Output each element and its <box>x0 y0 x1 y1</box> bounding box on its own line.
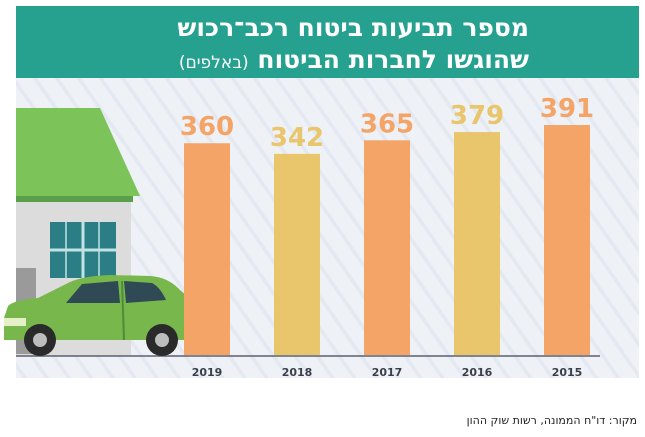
data-label-2017: 365 <box>360 109 414 139</box>
bar-2019 <box>184 143 230 355</box>
x-tick-2016: 2016 <box>462 366 493 379</box>
house-roof <box>16 108 140 196</box>
car-illustration <box>4 275 196 356</box>
x-tick-2018: 2018 <box>282 366 313 379</box>
data-label-2016: 379 <box>450 101 504 131</box>
chart-subtitle: שהוגשו לחברות הביטוח (באלפים) <box>179 45 529 74</box>
chart-title: מספר תביעות ביטוח רכב־רכוש <box>177 13 529 42</box>
car-window-front <box>66 281 120 303</box>
roof-edge <box>16 196 133 202</box>
bars-layer: 360 2019 342 2018 365 2017 379 2016 391 2015 <box>180 94 594 379</box>
data-label-2019: 360 <box>180 112 234 142</box>
data-label-2018: 342 <box>270 123 324 153</box>
data-label-2015: 391 <box>540 94 594 124</box>
x-tick-2015: 2015 <box>552 366 583 379</box>
chart-subtitle-text: שהוגשו לחברות הביטוח <box>257 45 529 74</box>
bar-2018 <box>274 153 320 355</box>
chart-unit: (באלפים) <box>178 53 249 73</box>
x-tick-2017: 2017 <box>372 366 403 379</box>
bar-2015 <box>544 125 590 355</box>
x-tick-2019: 2019 <box>192 366 223 379</box>
bar-2016 <box>454 132 500 355</box>
bar-2017 <box>364 140 410 355</box>
source-note: מקור: דו"ח הממונה, רשות שוק ההון <box>466 414 637 427</box>
car-window-rear <box>124 281 166 303</box>
title-band: מספר תביעות ביטוח רכב־רכוש שהוגשו לחברות… <box>16 6 639 78</box>
